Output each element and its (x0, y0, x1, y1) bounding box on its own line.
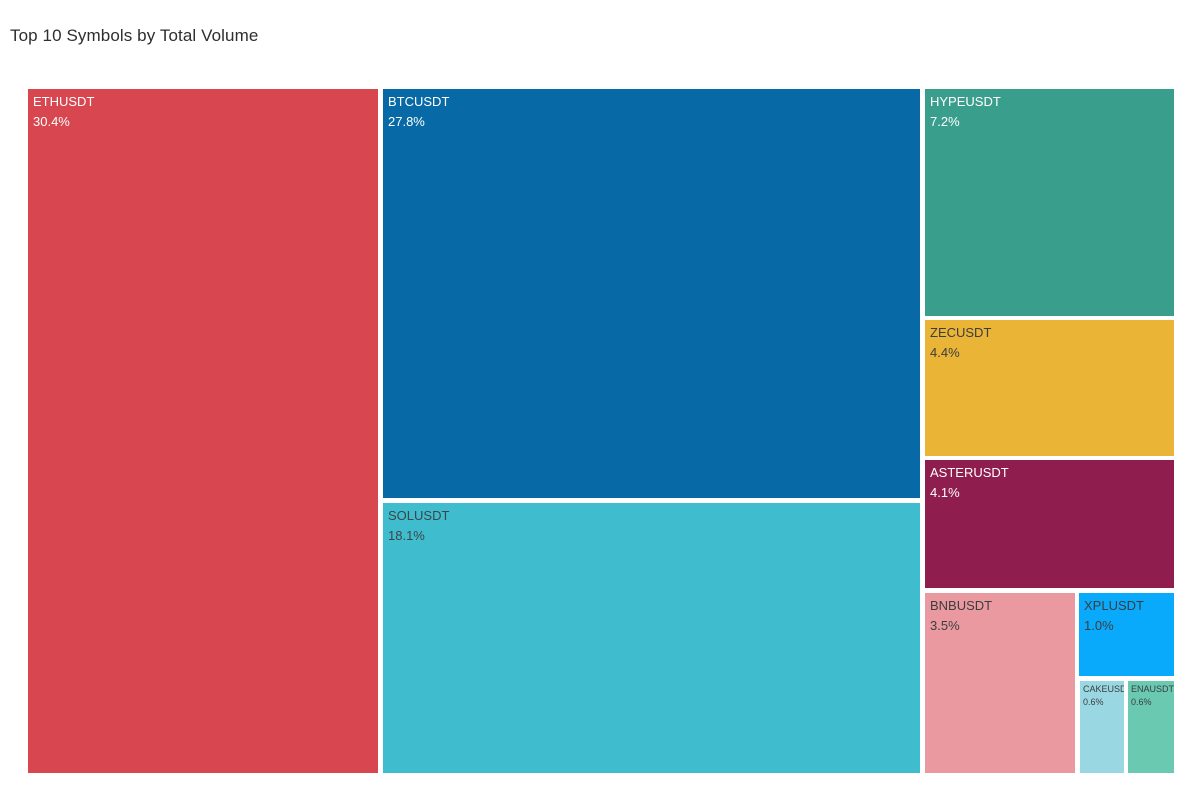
tile-symbol-label: ETHUSDT (33, 94, 95, 109)
tile-percent-label: 4.1% (930, 484, 960, 500)
tile-percent-label: 18.1% (388, 527, 425, 543)
tile-percent-label: 30.4% (33, 113, 70, 129)
chart-title: Top 10 Symbols by Total Volume (10, 26, 259, 45)
treemap-tile-btcusdt[interactable]: BTCUSDT 27.8% (383, 89, 920, 498)
tile-percent-label: 0.6% (1131, 697, 1152, 708)
tile-symbol-label: BNBUSDT (930, 598, 993, 613)
treemap-tile-asterusdt[interactable]: ASTERUSDT 4.1% (925, 460, 1174, 588)
treemap-tile-xplusdt[interactable]: XPLUSDT 1.0% (1079, 593, 1174, 676)
tile-percent-label: 0.6% (1083, 697, 1104, 708)
treemap-tile-enausdt[interactable]: ENAUSDT 0.6% (1128, 681, 1174, 773)
treemap: ETHUSDT 30.4% BTCUSDT 27.8% SOLUSDT 18.1% HYPE… (28, 89, 1174, 773)
tile-symbol-label: ASTERUSDT (930, 465, 1009, 480)
treemap-tile-cakeusdt[interactable]: CAKEUSDT 0.6% (1080, 681, 1124, 773)
tile-symbol-label: ZECUSDT (930, 325, 992, 340)
tile-percent-label: 27.8% (388, 113, 425, 129)
treemap-tile-hypeusdt[interactable]: HYPEUSDT 7.2% (925, 89, 1174, 316)
treemap-tile-bnbusdt[interactable]: BNBUSDT 3.5% (925, 593, 1075, 773)
treemap-tile-zecusdt[interactable]: ZECUSDT 4.4% (925, 320, 1174, 456)
tile-symbol-label: HYPEUSDT (930, 94, 1001, 109)
tile-symbol-label: CAKEUSDT (1083, 684, 1124, 694)
tile-symbol-label: ENAUSDT (1131, 684, 1174, 694)
tile-percent-label: 3.5% (930, 617, 960, 633)
tile-percent-label: 1.0% (1084, 617, 1114, 633)
tile-symbol-label: BTCUSDT (388, 94, 450, 109)
tile-symbol-label: XPLUSDT (1084, 598, 1144, 613)
treemap-tile-solusdt[interactable]: SOLUSDT 18.1% (383, 503, 920, 773)
treemap-tile-ethusdt[interactable]: ETHUSDT 30.4% (28, 89, 378, 773)
tile-percent-label: 4.4% (930, 344, 960, 360)
tile-symbol-label: SOLUSDT (388, 508, 450, 523)
tile-percent-label: 7.2% (930, 113, 960, 129)
